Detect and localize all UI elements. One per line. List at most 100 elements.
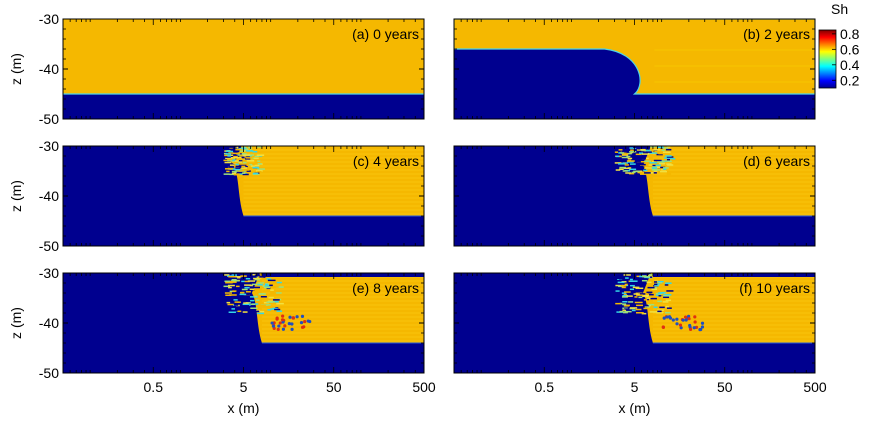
mixed-cell	[249, 288, 255, 291]
mixed-cell	[628, 301, 634, 303]
mixed-cell	[621, 153, 629, 155]
mixed-cell	[233, 155, 238, 158]
colorbar-title: Sh	[831, 1, 848, 17]
panel-label: (b) 2 years	[743, 26, 810, 42]
mixed-cell	[224, 154, 231, 157]
panel-label: (f) 10 years	[739, 280, 810, 296]
mixed-cell	[267, 304, 271, 306]
mixed-cell	[618, 285, 624, 288]
mixed-cell	[633, 146, 638, 149]
mixed-cell	[232, 159, 236, 161]
mixed-cell	[640, 146, 645, 148]
mixed-cell	[276, 302, 284, 305]
mixed-cell	[661, 149, 666, 152]
mixed-cell	[247, 280, 256, 282]
mixed-cell	[232, 290, 237, 292]
x-axis-title: x (m)	[619, 400, 651, 416]
mixed-cell	[227, 155, 231, 157]
mixed-cell	[617, 281, 625, 284]
mixed-cell	[231, 161, 238, 164]
panel-5: (e) 8 years -30 -40 -50 z (m) 0.5 5 50 500 x (m)	[8, 265, 436, 416]
x-tick-label: 500	[412, 379, 436, 395]
mixed-cell	[626, 160, 635, 162]
mixed-cell	[656, 146, 664, 148]
mixed-cell	[653, 281, 658, 283]
mixed-cell	[641, 153, 650, 155]
mixed-cell	[666, 153, 670, 156]
mixed-cell	[615, 284, 624, 287]
mixed-cell	[621, 296, 628, 298]
mixed-cell	[264, 285, 271, 287]
mixed-cell	[629, 307, 638, 309]
mixed-cell	[242, 311, 248, 313]
mixed-spot	[281, 314, 285, 318]
mixed-cell	[665, 167, 669, 169]
mixed-cell	[636, 294, 644, 296]
mixed-cell	[624, 283, 628, 286]
mixed-cell	[257, 284, 263, 286]
mixed-spot	[693, 315, 697, 319]
mixed-cell	[254, 164, 260, 167]
mixed-spot	[698, 328, 702, 332]
mixed-cell	[237, 153, 241, 156]
mixed-cell	[270, 292, 277, 294]
mixed-cell	[245, 150, 254, 152]
mixed-cell	[667, 164, 674, 166]
mixed-cell	[662, 159, 667, 161]
mixed-cell	[245, 157, 253, 159]
mixed-cell	[251, 303, 259, 305]
mixed-cell	[226, 301, 231, 304]
mixed-cell	[231, 172, 237, 175]
mixed-spot	[291, 316, 295, 320]
mixed-cell	[276, 286, 284, 288]
mixed-cell	[225, 157, 232, 160]
mixed-cell	[640, 148, 646, 151]
panel-field-5	[63, 273, 424, 373]
mixed-cell	[253, 277, 260, 280]
mixed-cell	[232, 310, 240, 312]
mixed-cell	[648, 303, 655, 306]
mixed-cell	[648, 291, 652, 294]
mixed-cell	[241, 288, 248, 291]
mixed-cell	[242, 169, 250, 171]
mixed-cell	[619, 279, 625, 281]
mixed-cell	[646, 297, 653, 299]
mixed-cell	[631, 309, 636, 312]
hydrate-zone	[642, 273, 815, 343]
mixed-cell	[657, 166, 661, 169]
mixed-cell	[642, 304, 650, 307]
mixed-cell	[652, 170, 658, 172]
mixed-cell	[629, 151, 637, 153]
mixed-cell	[232, 167, 241, 169]
mixed-spot	[275, 317, 279, 321]
mixed-cell	[655, 294, 661, 297]
mixed-cell	[657, 292, 664, 294]
mixed-cell	[225, 281, 233, 284]
mixed-cell	[645, 151, 652, 153]
mixed-cell	[624, 164, 629, 166]
panel-4: (d) 6 years	[453, 145, 816, 247]
band	[654, 49, 815, 51]
mixed-spot	[671, 318, 675, 322]
mixed-cell	[648, 274, 653, 276]
mixed-cell	[642, 152, 646, 154]
mixed-cell	[649, 162, 658, 164]
mixed-cell	[239, 160, 243, 162]
mixed-cell	[645, 167, 653, 169]
mixed-cell	[238, 164, 247, 167]
mixed-cell	[239, 293, 247, 296]
mixed-cell	[228, 152, 234, 154]
mixed-cell	[267, 309, 272, 311]
mixed-cell	[666, 307, 672, 309]
mixed-cell	[232, 152, 240, 155]
hydrate-zone	[233, 146, 424, 216]
mixed-cell	[621, 286, 627, 289]
mixed-cell	[643, 169, 648, 172]
mixed-spot	[295, 315, 299, 319]
mixed-cell	[624, 310, 632, 313]
mixed-cell	[237, 276, 241, 279]
mixed-cell	[254, 295, 258, 298]
mixed-cell	[256, 154, 265, 157]
mixed-cell	[256, 312, 265, 315]
mixed-cell	[254, 161, 259, 164]
